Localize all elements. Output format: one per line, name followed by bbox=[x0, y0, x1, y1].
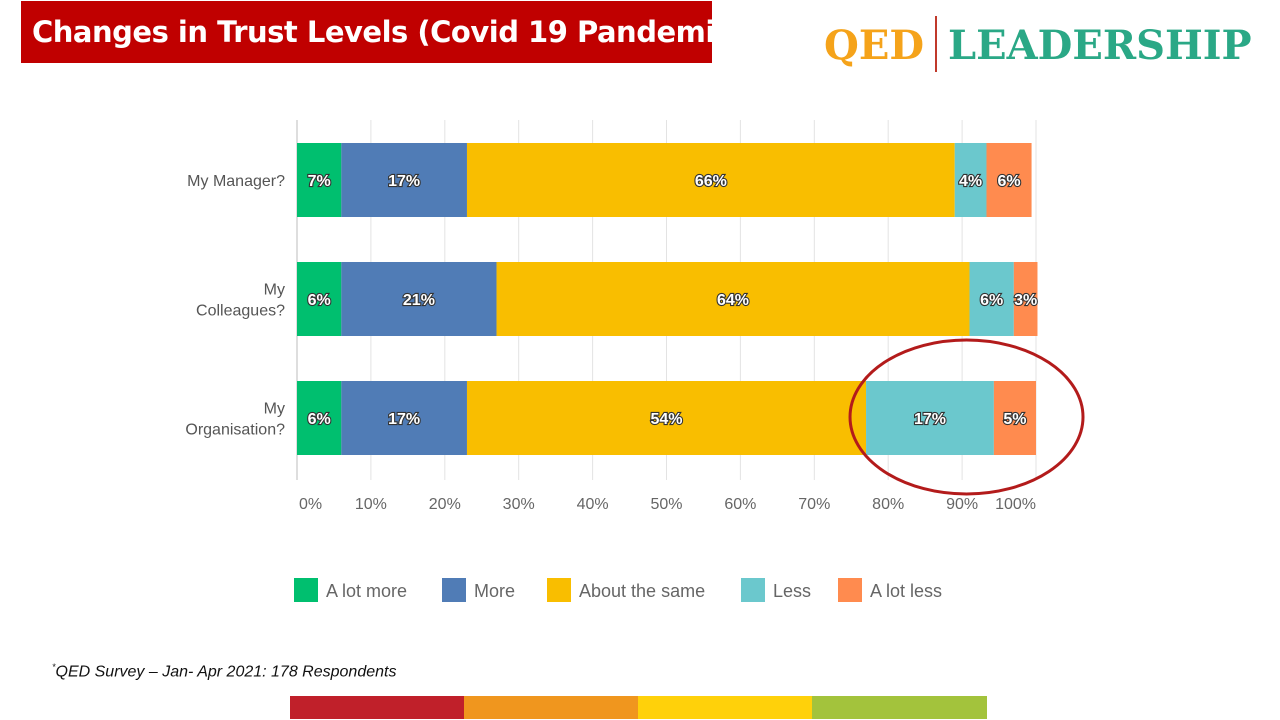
color-stripe-segment bbox=[638, 696, 813, 719]
logo-leadership-text: LEADERSHIP bbox=[948, 22, 1252, 69]
bar-segment bbox=[341, 262, 497, 336]
stacked-bar-chart: 0% 10% 20% 30% 40% 50% 60% 70% 80% 90% 100% My Mana… bbox=[185, 120, 1085, 602]
logo-divider bbox=[935, 16, 937, 72]
legend-swatch bbox=[741, 578, 765, 602]
x-tick-label: 100% bbox=[995, 496, 1036, 513]
x-tick-label: 90% bbox=[946, 496, 978, 513]
category-label: My Manager? bbox=[187, 173, 285, 190]
bar-segment bbox=[297, 143, 342, 217]
x-tick-label: 10% bbox=[355, 496, 387, 513]
bar-segment bbox=[866, 381, 994, 455]
legend-label: More bbox=[474, 581, 515, 601]
legend-swatch bbox=[294, 578, 318, 602]
logo-qed-text: QED bbox=[824, 22, 925, 69]
bar-segment bbox=[1013, 262, 1038, 336]
bar-segment bbox=[466, 381, 867, 455]
page-title: Changes in Trust Levels (Covid 19 Pandem… bbox=[21, 1, 759, 63]
category-label: My bbox=[264, 401, 285, 418]
legend-label: Less bbox=[773, 581, 811, 601]
bar-segment bbox=[466, 143, 955, 217]
data-label: 3% bbox=[1014, 292, 1037, 309]
category-label: My bbox=[264, 282, 285, 299]
footnote-marker: * bbox=[52, 662, 56, 672]
bar-segment bbox=[986, 143, 1032, 217]
data-label: 6% bbox=[997, 173, 1020, 190]
data-label: 17% bbox=[388, 173, 420, 190]
category-label: Colleagues? bbox=[196, 303, 285, 320]
data-label: 6% bbox=[980, 292, 1003, 309]
legend-label: A lot more bbox=[326, 581, 407, 601]
category-label: Organisation? bbox=[185, 422, 285, 439]
bar-segment bbox=[993, 381, 1036, 455]
bar-segment bbox=[341, 143, 467, 217]
x-tick-label: 30% bbox=[503, 496, 535, 513]
x-tick-label: 70% bbox=[798, 496, 830, 513]
legend-label: About the same bbox=[579, 581, 705, 601]
highlight-ellipse bbox=[848, 338, 1085, 496]
data-label: 17% bbox=[388, 411, 420, 428]
x-tick-label: 50% bbox=[650, 496, 682, 513]
color-stripe-segment bbox=[812, 696, 987, 719]
x-tick-label: 60% bbox=[724, 496, 756, 513]
bar-segment bbox=[297, 381, 342, 455]
data-label: 5% bbox=[1003, 411, 1026, 428]
x-tick-label: 40% bbox=[577, 496, 609, 513]
legend-swatch bbox=[838, 578, 862, 602]
data-label: 54% bbox=[650, 411, 682, 428]
legend-label: A lot less bbox=[870, 581, 942, 601]
color-stripe-segment bbox=[290, 696, 465, 719]
legend-swatch bbox=[442, 578, 466, 602]
data-label: 17% bbox=[914, 411, 946, 428]
data-label: 66% bbox=[695, 173, 727, 190]
data-label: 6% bbox=[308, 292, 331, 309]
x-tick-label: 20% bbox=[429, 496, 461, 513]
data-label: 6% bbox=[308, 411, 331, 428]
x-tick-label: 0% bbox=[299, 496, 322, 513]
legend-swatch bbox=[547, 578, 571, 602]
data-label: 21% bbox=[403, 292, 435, 309]
bar-segment bbox=[341, 381, 467, 455]
bar-segment bbox=[954, 143, 987, 217]
data-label: 7% bbox=[308, 173, 331, 190]
bar-segment bbox=[969, 262, 1014, 336]
data-label: 64% bbox=[717, 292, 749, 309]
footnote-text: QED Survey – Jan- Apr 2021: 178 Responde… bbox=[55, 663, 397, 681]
x-tick-label: 80% bbox=[872, 496, 904, 513]
data-label: 4% bbox=[959, 173, 982, 190]
bar-segment bbox=[496, 262, 970, 336]
bar-segment bbox=[297, 262, 342, 336]
footnote: *QED Survey – Jan- Apr 2021: 178 Respond… bbox=[52, 662, 396, 681]
color-stripe-segment bbox=[464, 696, 639, 719]
